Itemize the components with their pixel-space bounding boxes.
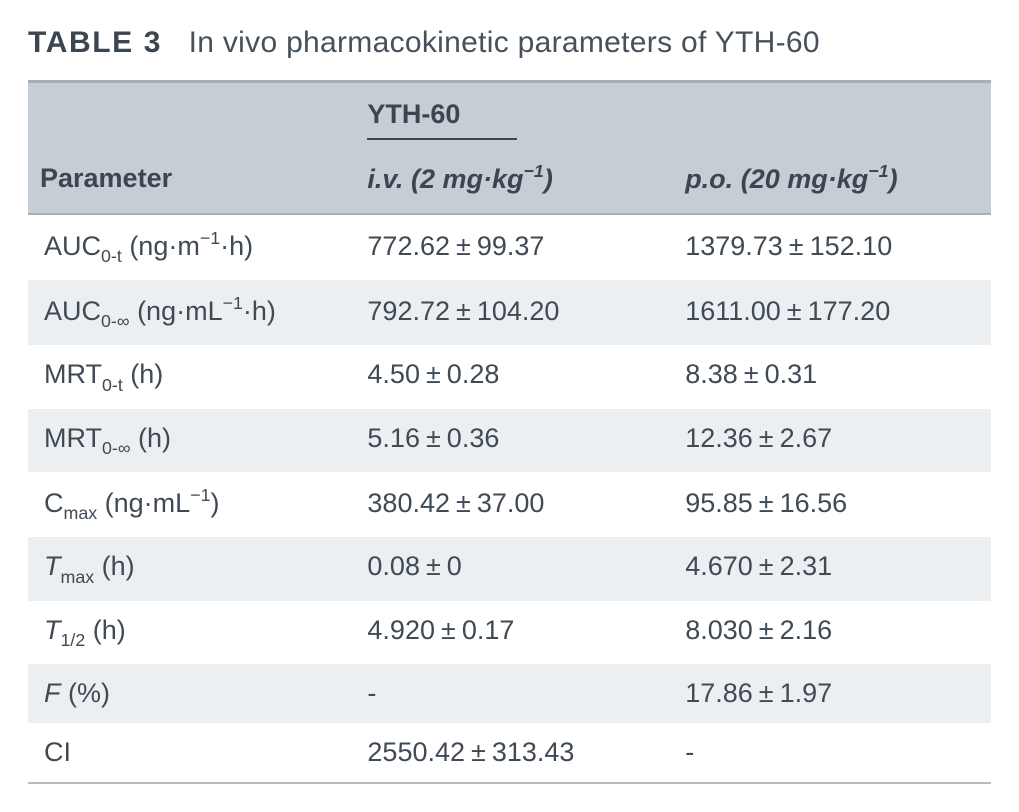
param-cell: CI bbox=[28, 723, 355, 783]
iv-cell: 380.4237.00 bbox=[355, 472, 673, 537]
iv-cell: 4.500.28 bbox=[355, 345, 673, 408]
param-cell: AUC0-t (ng·m−1·h) bbox=[28, 214, 355, 280]
spanner-label: YTH-60 bbox=[367, 99, 517, 140]
header-columns-row: Parameter i.v. (2 mg·kg−1) p.o. (20 mg·k… bbox=[28, 150, 991, 214]
param-cell: AUC0-∞ (ng·mL−1·h) bbox=[28, 280, 355, 345]
table-row: CI2550.42313.43- bbox=[28, 723, 991, 783]
table-row: F (%)-17.861.97 bbox=[28, 664, 991, 723]
param-cell: Tmax (h) bbox=[28, 537, 355, 600]
po-cell: 1379.73152.10 bbox=[673, 214, 991, 280]
table-row: Tmax (h)0.0804.6702.31 bbox=[28, 537, 991, 600]
param-cell: MRT0-t (h) bbox=[28, 345, 355, 408]
table-row: Cmax (ng·mL−1)380.4237.0095.8516.56 bbox=[28, 472, 991, 537]
param-cell: F (%) bbox=[28, 664, 355, 723]
iv-cell: 5.160.36 bbox=[355, 409, 673, 472]
iv-cell: 2550.42313.43 bbox=[355, 723, 673, 783]
po-cell: 12.362.67 bbox=[673, 409, 991, 472]
table-row: MRT0-∞ (h)5.160.3612.362.67 bbox=[28, 409, 991, 472]
po-cell: 95.8516.56 bbox=[673, 472, 991, 537]
table-row: T1/2 (h)4.9200.178.0302.16 bbox=[28, 601, 991, 664]
iv-cell: 4.9200.17 bbox=[355, 601, 673, 664]
po-cell: 17.861.97 bbox=[673, 664, 991, 723]
header-spanner-row: YTH-60 bbox=[28, 81, 991, 150]
header-spanner: YTH-60 bbox=[355, 81, 991, 150]
iv-cell: - bbox=[355, 664, 673, 723]
table-row: AUC0-∞ (ng·mL−1·h)792.72104.201611.00177… bbox=[28, 280, 991, 345]
param-cell: MRT0-∞ (h) bbox=[28, 409, 355, 472]
param-cell: T1/2 (h) bbox=[28, 601, 355, 664]
header-blank bbox=[28, 81, 355, 150]
col-iv: i.v. (2 mg·kg−1) bbox=[355, 150, 673, 214]
iv-cell: 792.72104.20 bbox=[355, 280, 673, 345]
po-cell: 4.6702.31 bbox=[673, 537, 991, 600]
table-body: AUC0-t (ng·m−1·h)772.6299.371379.73152.1… bbox=[28, 214, 991, 784]
table-row: AUC0-t (ng·m−1·h)772.6299.371379.73152.1… bbox=[28, 214, 991, 280]
po-cell: - bbox=[673, 723, 991, 783]
po-cell: 1611.00177.20 bbox=[673, 280, 991, 345]
col-po: p.o. (20 mg·kg−1) bbox=[673, 150, 991, 214]
param-cell: Cmax (ng·mL−1) bbox=[28, 472, 355, 537]
table-label: TABLE 3 bbox=[28, 26, 180, 59]
col-parameter: Parameter bbox=[28, 150, 355, 214]
table-row: MRT0-t (h)4.500.288.380.31 bbox=[28, 345, 991, 408]
table-caption: TABLE 3 In vivo pharmacokinetic paramete… bbox=[28, 24, 991, 62]
table-header: YTH-60 Parameter i.v. (2 mg·kg−1) p.o. (… bbox=[28, 81, 991, 214]
po-cell: 8.380.31 bbox=[673, 345, 991, 408]
iv-cell: 772.6299.37 bbox=[355, 214, 673, 280]
pk-table: YTH-60 Parameter i.v. (2 mg·kg−1) p.o. (… bbox=[28, 80, 991, 785]
iv-cell: 0.080 bbox=[355, 537, 673, 600]
po-cell: 8.0302.16 bbox=[673, 601, 991, 664]
table-title: In vivo pharmacokinetic parameters of YT… bbox=[189, 26, 820, 59]
